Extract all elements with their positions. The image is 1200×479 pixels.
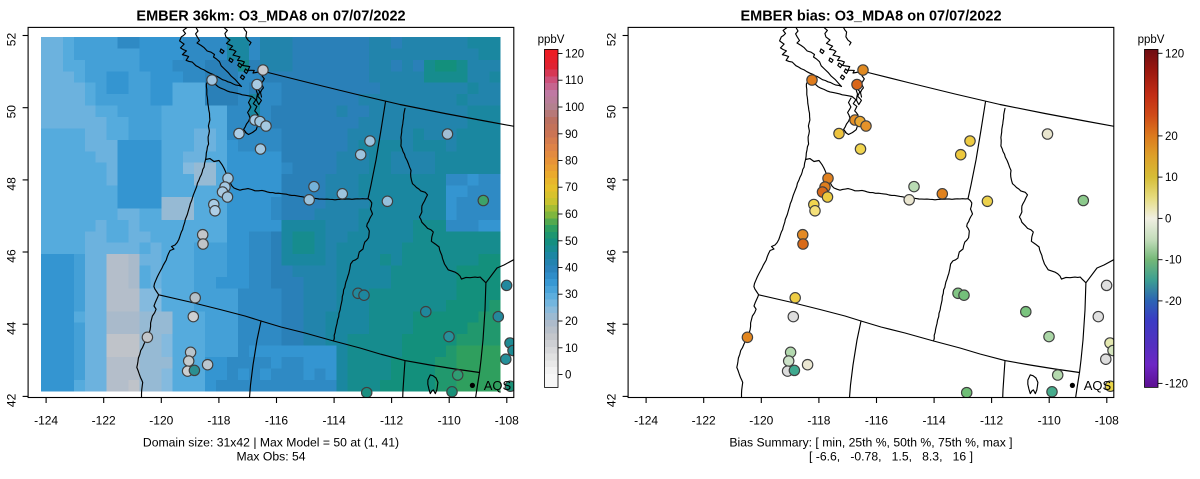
svg-text:120: 120	[1165, 48, 1184, 60]
svg-text:10: 10	[565, 343, 578, 355]
svg-text:-122: -122	[92, 414, 116, 428]
svg-text:70: 70	[565, 182, 578, 194]
svg-text:-118: -118	[807, 414, 830, 428]
svg-text:0: 0	[565, 370, 571, 382]
svg-text:-124: -124	[34, 414, 58, 428]
svg-text:46: 46	[605, 249, 619, 263]
svg-text:Domain size: 31x42 | Max Model: Domain size: 31x42 | Max Model = 50 at (…	[143, 436, 399, 450]
svg-text:-110: -110	[1038, 414, 1061, 428]
svg-text:ppbV: ppbV	[1138, 34, 1165, 46]
svg-text:Max Obs: 54: Max Obs: 54	[236, 450, 305, 464]
svg-text:42: 42	[5, 393, 19, 407]
svg-text:-114: -114	[923, 414, 946, 428]
svg-text:EMBER bias: O3_MDA8 on 07/07/2: EMBER bias: O3_MDA8 on 07/07/2022	[740, 9, 1001, 25]
svg-text:-124: -124	[634, 414, 658, 428]
svg-text:120: 120	[565, 49, 584, 61]
svg-text:110: 110	[565, 75, 583, 87]
svg-text:-120: -120	[149, 414, 173, 428]
svg-text:10: 10	[1165, 172, 1178, 184]
svg-text:48: 48	[5, 177, 19, 191]
svg-text:50: 50	[565, 236, 578, 248]
svg-text:100: 100	[565, 102, 584, 114]
svg-text:90: 90	[565, 129, 578, 141]
svg-text:-112: -112	[380, 414, 403, 428]
svg-text:-116: -116	[865, 414, 888, 428]
svg-text:40: 40	[565, 263, 578, 275]
svg-text:46: 46	[5, 249, 19, 263]
svg-text:44: 44	[5, 321, 19, 335]
svg-text:-122: -122	[692, 414, 716, 428]
svg-text:50: 50	[605, 105, 619, 119]
svg-text:-108: -108	[1095, 414, 1119, 428]
svg-text:0: 0	[1165, 213, 1171, 225]
svg-text:-108: -108	[495, 414, 519, 428]
svg-text:-114: -114	[323, 414, 346, 428]
svg-text:-112: -112	[980, 414, 1003, 428]
svg-text:20: 20	[1165, 131, 1178, 143]
svg-text:-116: -116	[265, 414, 288, 428]
svg-text:ppbV: ppbV	[538, 34, 565, 46]
svg-text:50: 50	[5, 105, 19, 119]
svg-text:-110: -110	[438, 414, 461, 428]
svg-text:AQS: AQS	[1084, 378, 1112, 393]
svg-text:AQS: AQS	[484, 378, 512, 393]
svg-text:52: 52	[605, 33, 619, 47]
svg-text:[ -6.6, -0.78, 1.5, 8.3,: [ -6.6, -0.78, 1.5, 8.3, 16 ]	[809, 450, 973, 464]
svg-text:30: 30	[565, 289, 578, 301]
svg-text:20: 20	[565, 316, 578, 328]
svg-text:42: 42	[605, 393, 619, 407]
svg-text:48: 48	[605, 177, 619, 191]
svg-text:-120: -120	[1165, 378, 1188, 390]
svg-text:-118: -118	[207, 414, 230, 428]
svg-text:EMBER 36km: O3_MDA8 on 07/07/2: EMBER 36km: O3_MDA8 on 07/07/2022	[136, 9, 405, 25]
svg-text:60: 60	[565, 209, 578, 221]
svg-text:-120: -120	[749, 414, 773, 428]
svg-text:44: 44	[605, 321, 619, 335]
svg-text:80: 80	[565, 156, 578, 168]
svg-text:Bias Summary: [ min, 25th %, 5: Bias Summary: [ min, 25th %, 50th %, 75t…	[729, 436, 1012, 450]
svg-text:-10: -10	[1165, 255, 1182, 267]
svg-text:52: 52	[5, 33, 19, 47]
svg-text:-20: -20	[1165, 296, 1182, 308]
